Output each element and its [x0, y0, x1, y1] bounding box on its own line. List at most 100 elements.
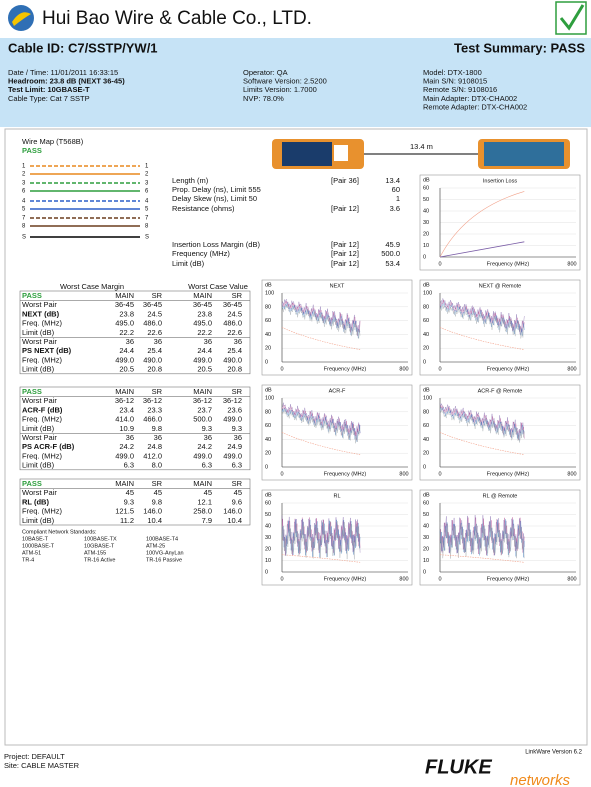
- cell: 36: [204, 337, 212, 346]
- row-label: PASS: [22, 291, 42, 300]
- cell: 45: [234, 488, 242, 497]
- x-start: 0: [438, 261, 441, 267]
- y-tick-label: 0: [265, 359, 268, 365]
- cell: 495.0: [115, 319, 134, 328]
- x-label: Frequency (MHz): [324, 366, 367, 372]
- cell: 146.0: [223, 507, 242, 516]
- cell: 45: [204, 488, 212, 497]
- cell: 499.0: [115, 451, 134, 460]
- x-start: 0: [438, 471, 441, 477]
- graph-title: ACR-F @ Remote: [478, 388, 523, 394]
- pin-label: S: [22, 235, 26, 241]
- cell: MAIN: [193, 387, 212, 396]
- row-label: RL (dB): [22, 497, 49, 506]
- cable-id: Cable ID: C7/SSTP/YW/1: [8, 40, 158, 55]
- y-tick-label: 20: [265, 346, 271, 352]
- cell: 22.2: [119, 328, 134, 337]
- cell: 10.9: [119, 424, 134, 433]
- cell: MAIN: [193, 479, 212, 488]
- y-tick-label: 40: [423, 332, 429, 338]
- measure-pair: [Pair 12]: [331, 259, 359, 268]
- graph-frame: [420, 385, 580, 480]
- x-end: 800: [399, 366, 408, 372]
- y-tick-label: 100: [265, 395, 274, 401]
- y-tick-label: 80: [265, 304, 271, 310]
- graph-unit: dB: [423, 492, 430, 498]
- cell: 499.0: [223, 415, 242, 424]
- y-tick-label: 40: [423, 523, 429, 529]
- standard: ATM-155: [84, 550, 106, 556]
- y-tick-label: 20: [423, 546, 429, 552]
- cell: 9.8: [152, 424, 162, 433]
- y-tick-label: 60: [423, 500, 429, 506]
- x-start: 0: [280, 366, 283, 372]
- cell: 23.6: [227, 405, 242, 414]
- cell: 36: [154, 337, 162, 346]
- measure-pair: [Pair 12]: [331, 240, 359, 249]
- measure-value: 3.6: [390, 204, 400, 213]
- cell: SR: [232, 479, 243, 488]
- project: Project: DEFAULT: [4, 752, 65, 761]
- cell: 20.8: [227, 365, 242, 374]
- y-tick-label: 50: [265, 512, 271, 518]
- graph-frame: [262, 385, 412, 480]
- cell: 36: [126, 337, 134, 346]
- cell: 36-12: [143, 396, 162, 405]
- cell: 24.2: [197, 442, 212, 451]
- y-tick-label: 0: [265, 569, 268, 575]
- measure-value: 60: [392, 185, 400, 194]
- graph-unit: dB: [423, 282, 430, 288]
- row-label: PASS: [22, 387, 42, 396]
- row-label: NEXT (dB): [22, 309, 60, 318]
- cell: 412.0: [143, 451, 162, 460]
- info-line: Cable Type: Cat 7 SSTP: [8, 94, 90, 103]
- standards-title: Compliant Network Standards:: [22, 529, 97, 535]
- graph-title: NEXT: [330, 283, 345, 289]
- cell: 20.5: [197, 365, 212, 374]
- cell: 499.0: [193, 451, 212, 460]
- cell: 36: [234, 433, 242, 442]
- graph-unit: dB: [423, 387, 430, 393]
- info-line: NVP: 78.0%: [243, 94, 284, 103]
- cell: 24.4: [119, 346, 134, 355]
- cell: 500.0: [193, 415, 212, 424]
- standard: ATM-25: [146, 543, 165, 549]
- row-label: Worst Pair: [22, 488, 57, 497]
- wire-map-result: PASS: [22, 146, 42, 155]
- y-tick-label: 20: [265, 451, 271, 457]
- cell: 10.4: [147, 516, 162, 525]
- standard: ATM-51: [22, 550, 41, 556]
- wire-map-title: Wire Map (T568B): [22, 137, 84, 146]
- row-label: Freq. (MHz): [22, 415, 63, 424]
- y-tick-label: 0: [423, 464, 426, 470]
- cell: 22.6: [147, 328, 162, 337]
- cell: 23.8: [197, 309, 212, 318]
- table-header: Worst Case Value: [188, 282, 248, 291]
- cell: 36: [154, 433, 162, 442]
- cell: 146.0: [143, 507, 162, 516]
- y-tick-label: 30: [423, 220, 429, 226]
- table-header: Worst Case Margin: [60, 282, 124, 291]
- cell: 20.5: [119, 365, 134, 374]
- cell: 45: [154, 488, 162, 497]
- graph-title: Insertion Loss: [483, 178, 517, 184]
- measure-value: 45.9: [385, 240, 400, 249]
- y-tick-label: 0: [423, 254, 426, 260]
- y-tick-label: 50: [423, 197, 429, 203]
- cell: 9.6: [232, 497, 242, 506]
- cell: 23.3: [147, 405, 162, 414]
- info-line: Remote Adapter: DTX-CHA002: [423, 102, 527, 111]
- cell: 24.8: [147, 442, 162, 451]
- row-label: Worst Pair: [22, 337, 57, 346]
- x-end: 800: [399, 576, 408, 582]
- standard: TR-4: [22, 557, 34, 563]
- cell: 36-45: [115, 300, 134, 309]
- cell: SR: [152, 291, 163, 300]
- cell: 9.3: [124, 497, 134, 506]
- standard: 100VG-AnyLan: [146, 550, 184, 556]
- y-tick-label: 0: [265, 464, 268, 470]
- cell: 24.5: [147, 309, 162, 318]
- cell: 20.8: [147, 365, 162, 374]
- y-tick-label: 30: [265, 535, 271, 541]
- y-tick-label: 0: [423, 569, 426, 575]
